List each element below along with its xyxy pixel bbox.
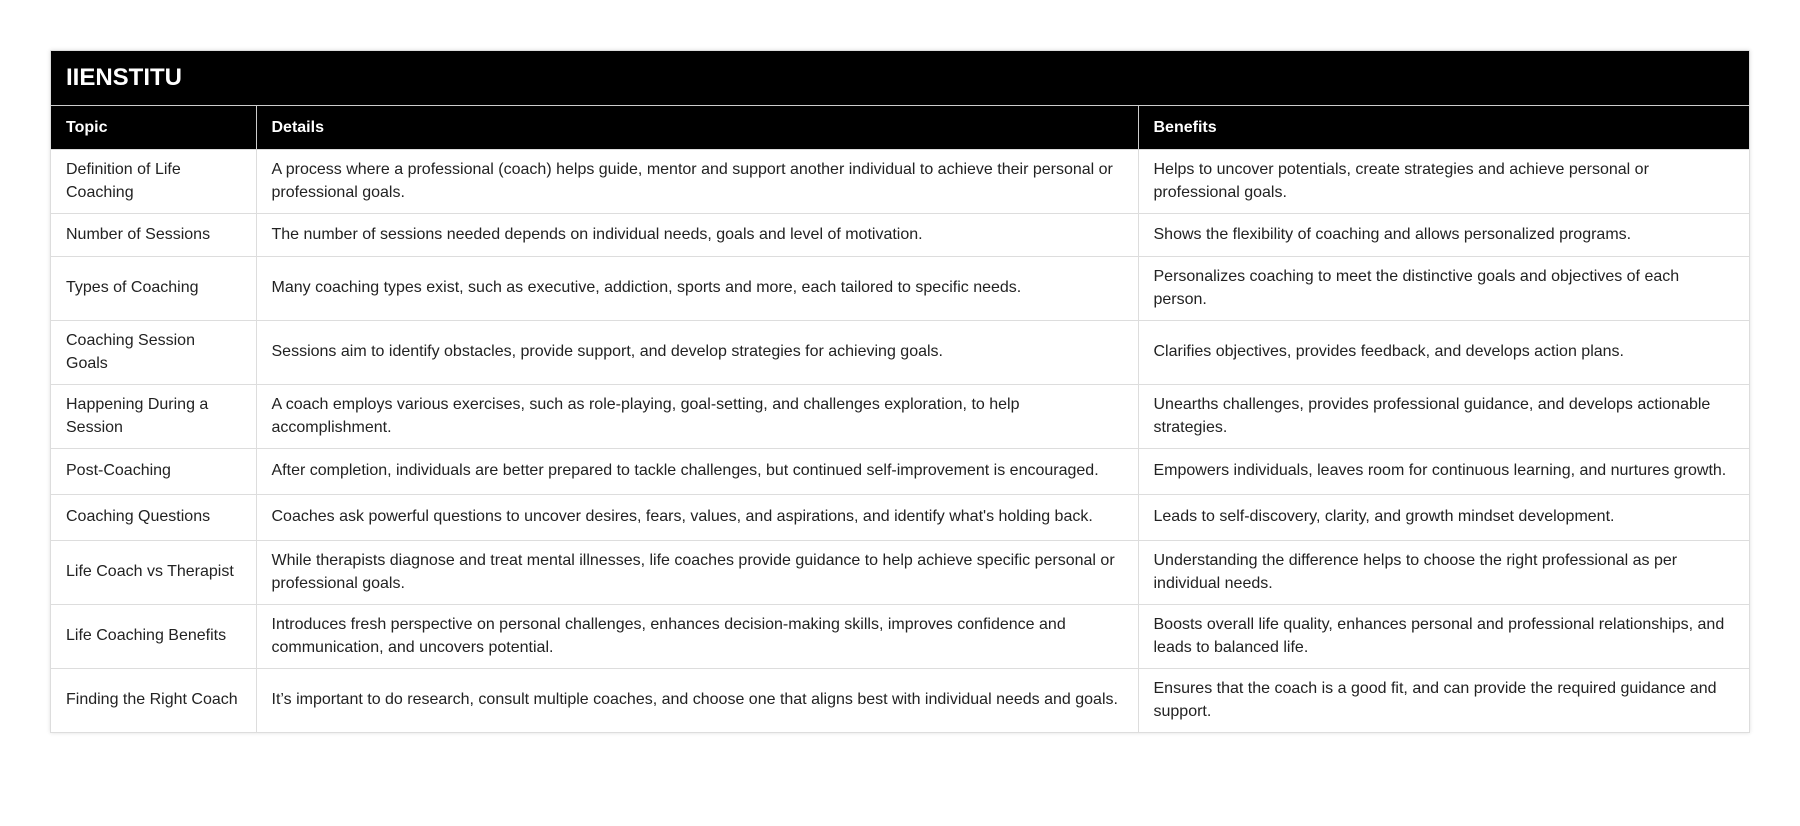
cell-benefits: Helps to uncover potentials, create stra…	[1137, 149, 1749, 214]
cell-details: A process where a professional (coach) h…	[255, 149, 1138, 214]
cell-details: Sessions aim to identify obstacles, prov…	[255, 320, 1138, 385]
column-header-topic: Topic	[51, 105, 256, 150]
cell-details: While therapists diagnose and treat ment…	[255, 540, 1138, 605]
cell-topic: Definition of Life Coaching	[51, 149, 256, 214]
cell-details: A coach employs various exercises, such …	[255, 384, 1138, 449]
cell-topic: Post-Coaching	[51, 448, 256, 495]
info-table-card: IIENSTITU Topic Details Benefits Definit…	[50, 50, 1750, 733]
column-header-benefits: Benefits	[1137, 105, 1749, 150]
cell-topic: Finding the Right Coach	[51, 668, 256, 732]
table-row: Happening During a Session A coach employ…	[51, 384, 1749, 449]
cell-topic: Number of Sessions	[51, 213, 256, 257]
cell-benefits: Leads to self-discovery, clarity, and gr…	[1137, 494, 1749, 541]
table-row: Definition of Life Coaching A process whe…	[51, 149, 1749, 214]
cell-details: The number of sessions needed depends on…	[255, 213, 1138, 257]
cell-benefits: Ensures that the coach is a good fit, an…	[1137, 668, 1749, 732]
cell-benefits: Clarifies objectives, provides feedback,…	[1137, 320, 1749, 385]
cell-benefits: Empowers individuals, leaves room for co…	[1137, 448, 1749, 495]
cell-details: After completion, individuals are better…	[255, 448, 1138, 495]
cell-details: Coaches ask powerful questions to uncove…	[255, 494, 1138, 541]
cell-benefits: Shows the flexibility of coaching and al…	[1137, 213, 1749, 257]
table-row: Post-Coaching After completion, individua…	[51, 448, 1749, 495]
cell-benefits: Unearths challenges, provides profession…	[1137, 384, 1749, 449]
table-title: IIENSTITU	[51, 51, 1749, 105]
cell-topic: Coaching Session Goals	[51, 320, 256, 385]
header-row: Topic Details Benefits	[51, 105, 1749, 150]
cell-details: It’s important to do research, consult m…	[255, 668, 1138, 732]
cell-details: Introduces fresh perspective on personal…	[255, 604, 1138, 669]
cell-topic: Life Coach vs Therapist	[51, 540, 256, 605]
table-row: Life Coach vs Therapist While therapists …	[51, 540, 1749, 605]
cell-topic: Coaching Questions	[51, 494, 256, 541]
table-row: Number of Sessions The number of sessions…	[51, 213, 1749, 257]
cell-benefits: Personalizes coaching to meet the distin…	[1137, 256, 1749, 321]
column-header-details: Details	[255, 105, 1138, 150]
table-row: Coaching Questions Coaches ask powerful q…	[51, 494, 1749, 541]
coaching-table: Topic Details Benefits Definition of Lif…	[51, 105, 1749, 732]
cell-benefits: Understanding the difference helps to ch…	[1137, 540, 1749, 605]
cell-details: Many coaching types exist, such as execu…	[255, 256, 1138, 321]
cell-benefits: Boosts overall life quality, enhances pe…	[1137, 604, 1749, 669]
table-row: Finding the Right Coach It’s important to…	[51, 668, 1749, 732]
table-row: Coaching Session Goals Sessions aim to id…	[51, 320, 1749, 385]
table-row: Types of Coaching Many coaching types exi…	[51, 256, 1749, 321]
cell-topic: Types of Coaching	[51, 256, 256, 321]
cell-topic: Happening During a Session	[51, 384, 256, 449]
table-row: Life Coaching Benefits Introduces fresh p…	[51, 604, 1749, 669]
cell-topic: Life Coaching Benefits	[51, 604, 256, 669]
